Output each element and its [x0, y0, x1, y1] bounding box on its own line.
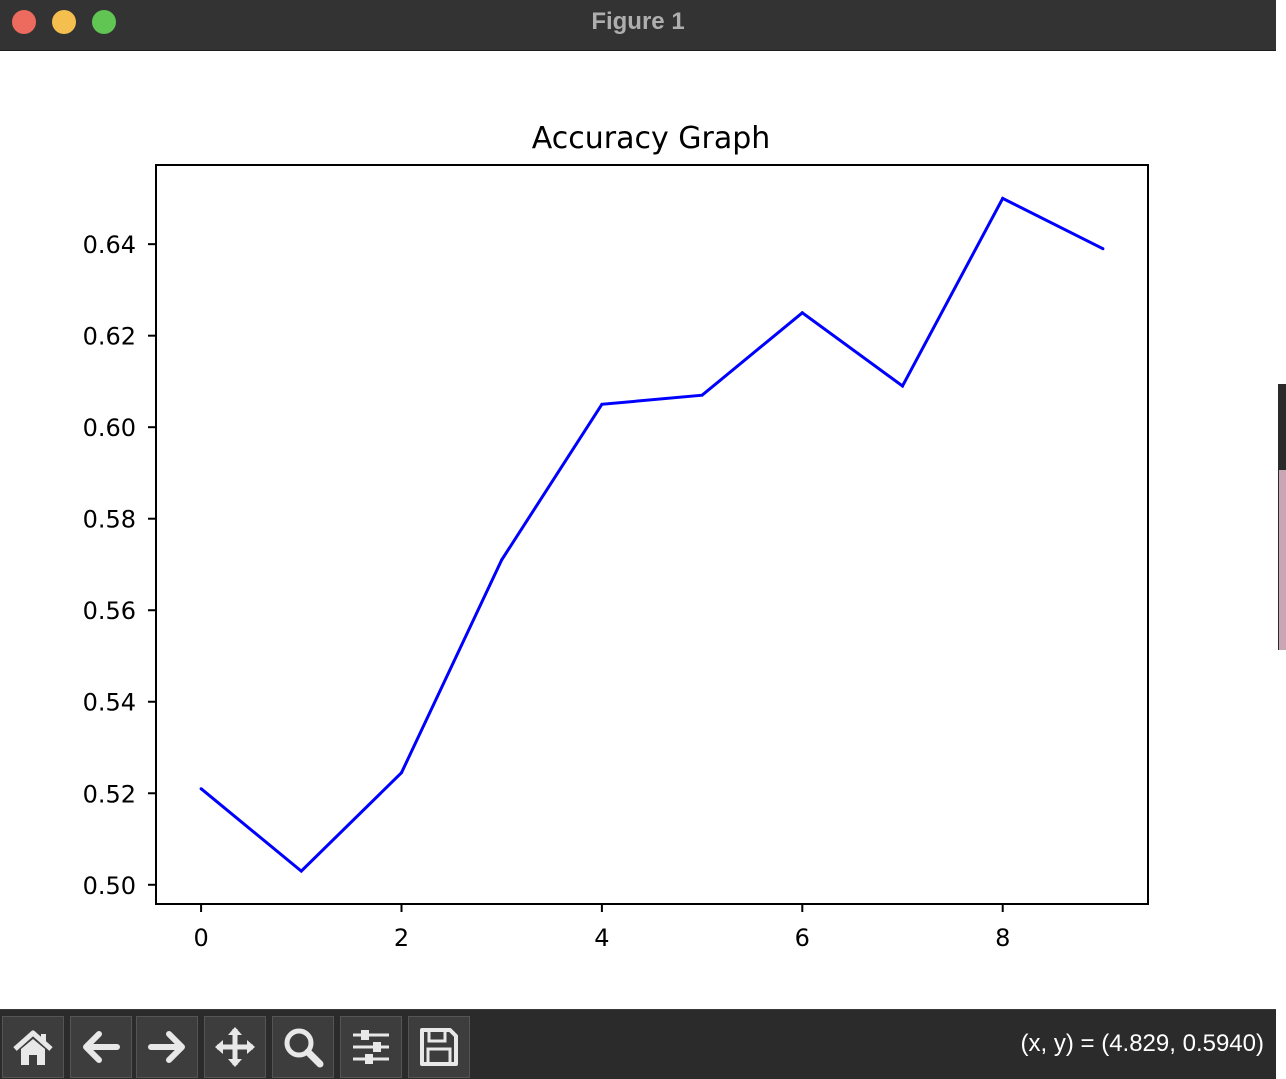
y-tick-label: 0.52: [83, 780, 136, 808]
background-window-photo: [1279, 470, 1286, 650]
navigation-toolbar: (x, y) = (4.829, 0.5940): [0, 1009, 1276, 1079]
home-icon: [13, 1030, 53, 1065]
y-tick-label: 0.50: [83, 872, 136, 900]
accuracy-series-line: [200, 196, 1104, 874]
x-tick-label: 2: [394, 924, 409, 952]
data-point: [199, 787, 203, 791]
y-axis-ticks: 0.50 0.52 0.54 0.56 0.58 0.60 0.62 0.64: [83, 231, 156, 900]
y-tick-label: 0.64: [83, 231, 136, 259]
y-tick-label: 0.62: [83, 323, 136, 351]
forward-button[interactable]: [136, 1016, 198, 1078]
x-tick-label: 8: [995, 924, 1010, 952]
data-point: [600, 402, 604, 406]
arrow-left-icon: [83, 1031, 120, 1063]
y-tick-label: 0.60: [83, 414, 136, 442]
home-button[interactable]: [2, 1016, 64, 1078]
data-point: [901, 384, 905, 388]
data-point: [800, 311, 804, 315]
arrow-right-icon: [148, 1031, 185, 1063]
chart-title: Accuracy Graph: [532, 121, 771, 156]
x-tick-label: 4: [594, 924, 609, 952]
save-button[interactable]: [408, 1016, 470, 1078]
x-tick-label: 0: [193, 924, 208, 952]
window-titlebar: Figure 1: [0, 0, 1276, 51]
zoom-button[interactable]: [272, 1016, 334, 1078]
zoom-window-button[interactable]: [92, 10, 116, 34]
sliders-icon: [353, 1030, 389, 1064]
plot-axes-frame: [155, 164, 1149, 905]
y-tick-label: 0.54: [83, 689, 136, 717]
data-point: [1001, 196, 1005, 200]
data-point: [1101, 247, 1105, 251]
data-point: [299, 869, 303, 873]
data-point: [500, 558, 504, 562]
series-layer: [199, 196, 1105, 874]
magnifier-icon: [284, 1028, 324, 1068]
minimize-window-button[interactable]: [52, 10, 76, 34]
floppy-disk-icon: [420, 1028, 458, 1066]
data-point: [700, 393, 704, 397]
configure-subplots-button[interactable]: [340, 1016, 402, 1078]
y-tick-label: 0.58: [83, 506, 136, 534]
data-point: [399, 771, 403, 775]
x-tick-label: 6: [795, 924, 810, 952]
close-window-button[interactable]: [12, 10, 36, 34]
window-title: Figure 1: [591, 8, 685, 35]
move-icon: [215, 1027, 255, 1067]
pan-button[interactable]: [204, 1016, 266, 1078]
back-button[interactable]: [70, 1016, 132, 1078]
cursor-coordinates-readout: (x, y) = (4.829, 0.5940): [1020, 1030, 1264, 1057]
y-tick-label: 0.56: [83, 597, 136, 625]
background-window-edge: [1276, 0, 1286, 1078]
x-axis-ticks: 0 2 4 6 8: [193, 904, 1010, 952]
